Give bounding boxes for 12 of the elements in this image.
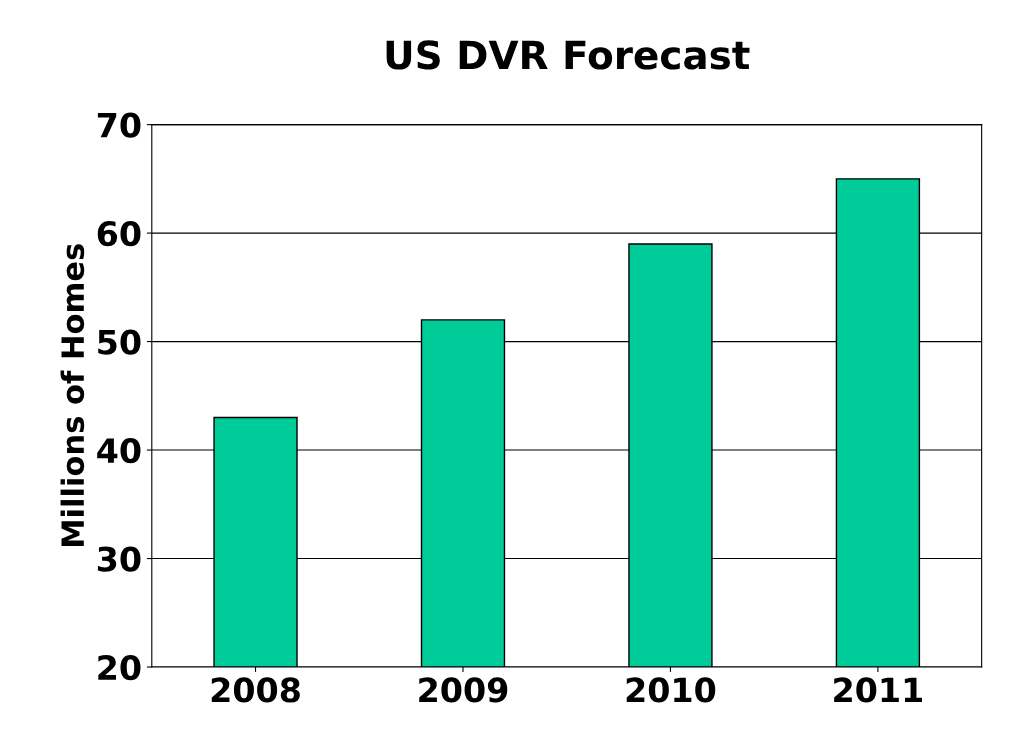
chart-title: US DVR Forecast: [386, 40, 750, 70]
y-tick-label: 40: [97, 437, 141, 464]
x-tick-label: 2010: [626, 677, 716, 703]
y-tick-label: 30: [97, 546, 141, 572]
x-tick-label: 2009: [419, 677, 508, 703]
y-tick-label: 20: [98, 654, 141, 681]
y-tick-label: 50: [98, 329, 141, 355]
x-tick-label: 2011: [834, 677, 923, 703]
y-axis-title: Millions of Homes: [60, 244, 85, 547]
x-tick-label: 2008: [211, 677, 300, 703]
y-tick-label: 70: [97, 112, 141, 138]
y-tick-label: 60: [97, 221, 141, 247]
